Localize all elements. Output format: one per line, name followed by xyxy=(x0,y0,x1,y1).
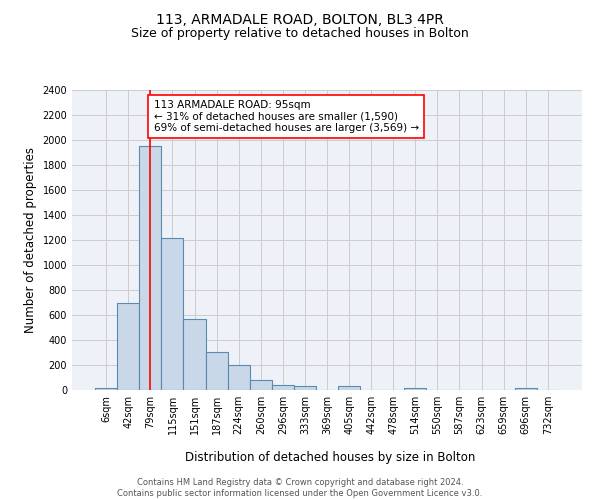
Bar xyxy=(95,388,117,390)
Text: Size of property relative to detached houses in Bolton: Size of property relative to detached ho… xyxy=(131,28,469,40)
Bar xyxy=(250,380,272,390)
Bar xyxy=(272,385,294,390)
Bar xyxy=(184,319,206,390)
Bar xyxy=(206,352,227,390)
Text: 113 ARMADALE ROAD: 95sqm
← 31% of detached houses are smaller (1,590)
69% of sem: 113 ARMADALE ROAD: 95sqm ← 31% of detach… xyxy=(154,100,419,133)
Bar xyxy=(294,386,316,390)
Bar xyxy=(139,146,161,390)
Bar xyxy=(227,365,250,390)
Bar xyxy=(515,388,537,390)
Text: Contains HM Land Registry data © Crown copyright and database right 2024.
Contai: Contains HM Land Registry data © Crown c… xyxy=(118,478,482,498)
Bar xyxy=(161,238,184,390)
Text: 113, ARMADALE ROAD, BOLTON, BL3 4PR: 113, ARMADALE ROAD, BOLTON, BL3 4PR xyxy=(156,12,444,26)
Bar xyxy=(338,386,360,390)
Bar xyxy=(404,388,427,390)
Bar xyxy=(117,302,139,390)
Text: Distribution of detached houses by size in Bolton: Distribution of detached houses by size … xyxy=(185,451,475,464)
Y-axis label: Number of detached properties: Number of detached properties xyxy=(24,147,37,333)
